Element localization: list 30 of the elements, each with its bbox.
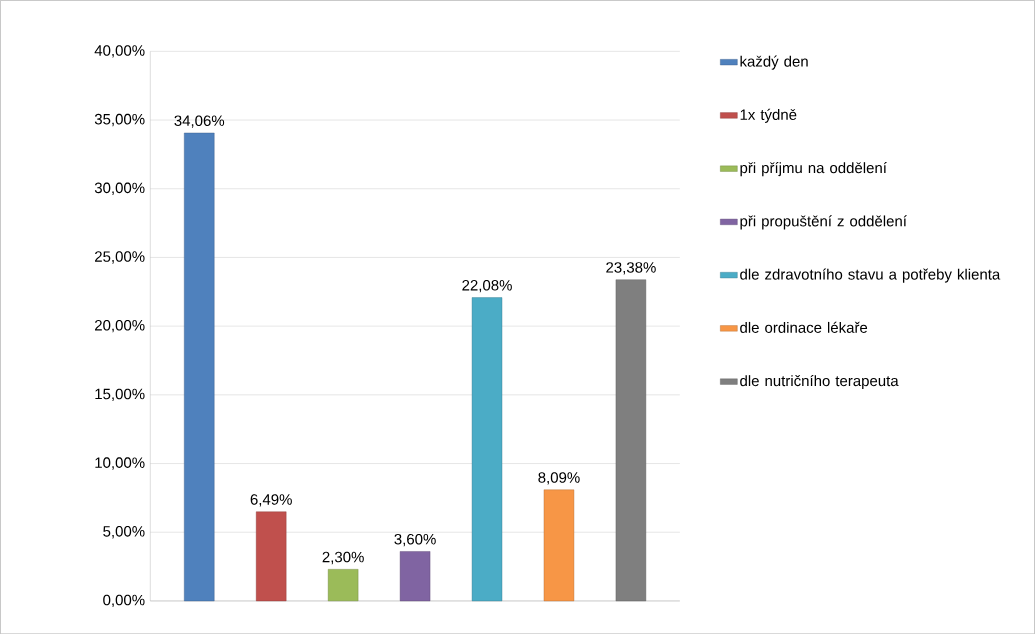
data-label: 8,09% [538, 472, 580, 485]
y-tick-label: 35,00% [94, 113, 145, 127]
y-tick-label: 30,00% [94, 182, 145, 195]
y-tick-label: 40,00% [94, 45, 145, 58]
y-tick-label: 5,00% [103, 525, 145, 539]
y-tick-label: 10,00% [95, 457, 145, 470]
bar [471, 297, 503, 601]
y-tick-label: 0,00% [103, 594, 145, 607]
bar [543, 489, 575, 601]
data-label: 23,38% [606, 261, 656, 275]
legend-label: každý den [740, 55, 808, 70]
data-label: 6,49% [250, 494, 292, 507]
legend-label: dle nutričního terapeuta [740, 374, 899, 389]
legend-label: 1x týdně [740, 108, 797, 123]
y-tick-label: 25,00% [95, 251, 145, 264]
y-tick-label: 15,00% [95, 388, 145, 401]
legend-label: při příjmu na oddělení [740, 161, 887, 177]
legend-label: při propuštění z oddělení [740, 215, 907, 230]
data-label: 2,30% [322, 551, 364, 564]
bar [327, 568, 359, 601]
y-tick-label: 20,00% [95, 319, 145, 333]
bar [256, 511, 287, 601]
data-label: 34,06% [174, 115, 225, 128]
legend-label: dle zdravotního stavu a potřeby klienta [740, 268, 1001, 283]
data-label: 3,60% [394, 533, 436, 547]
bar [399, 551, 431, 601]
legend-label: dle ordinace lékaře [740, 321, 868, 333]
bar [184, 132, 215, 601]
bar [615, 279, 647, 601]
data-label: 22,08% [462, 279, 512, 293]
